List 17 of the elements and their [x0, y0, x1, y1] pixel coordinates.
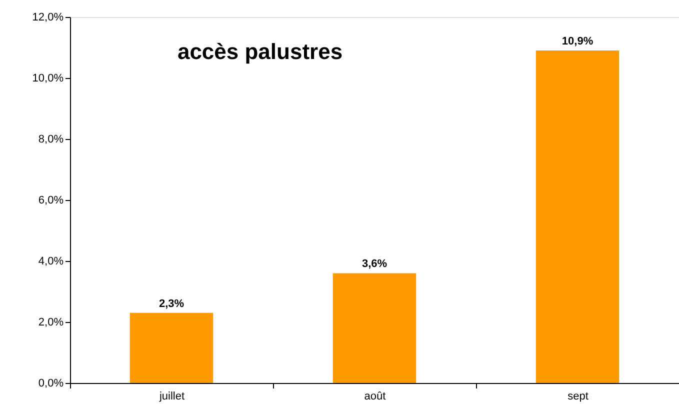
bar: [130, 312, 214, 383]
y-tick-label: 6,0%: [38, 194, 64, 206]
text: accès palustres: [177, 39, 343, 64]
bar: [332, 273, 416, 383]
x-tick-label: sept: [568, 390, 588, 402]
y-tick-label: 12,0%: [32, 12, 64, 24]
x-tick-label: août: [364, 390, 386, 402]
bar: [536, 50, 620, 383]
y-tick-label: 10,0%: [32, 72, 64, 84]
data-label: 10,9%: [562, 36, 594, 48]
data-label: 2,3%: [158, 298, 184, 310]
y-tick-label: 2,0%: [38, 316, 64, 328]
data-label: 3,6%: [362, 258, 388, 270]
y-tick-label: 8,0%: [38, 134, 64, 146]
y-tick-label: 4,0%: [38, 256, 64, 268]
y-tick-label: 0,0%: [38, 378, 64, 390]
x-tick-label: juillet: [158, 390, 185, 402]
